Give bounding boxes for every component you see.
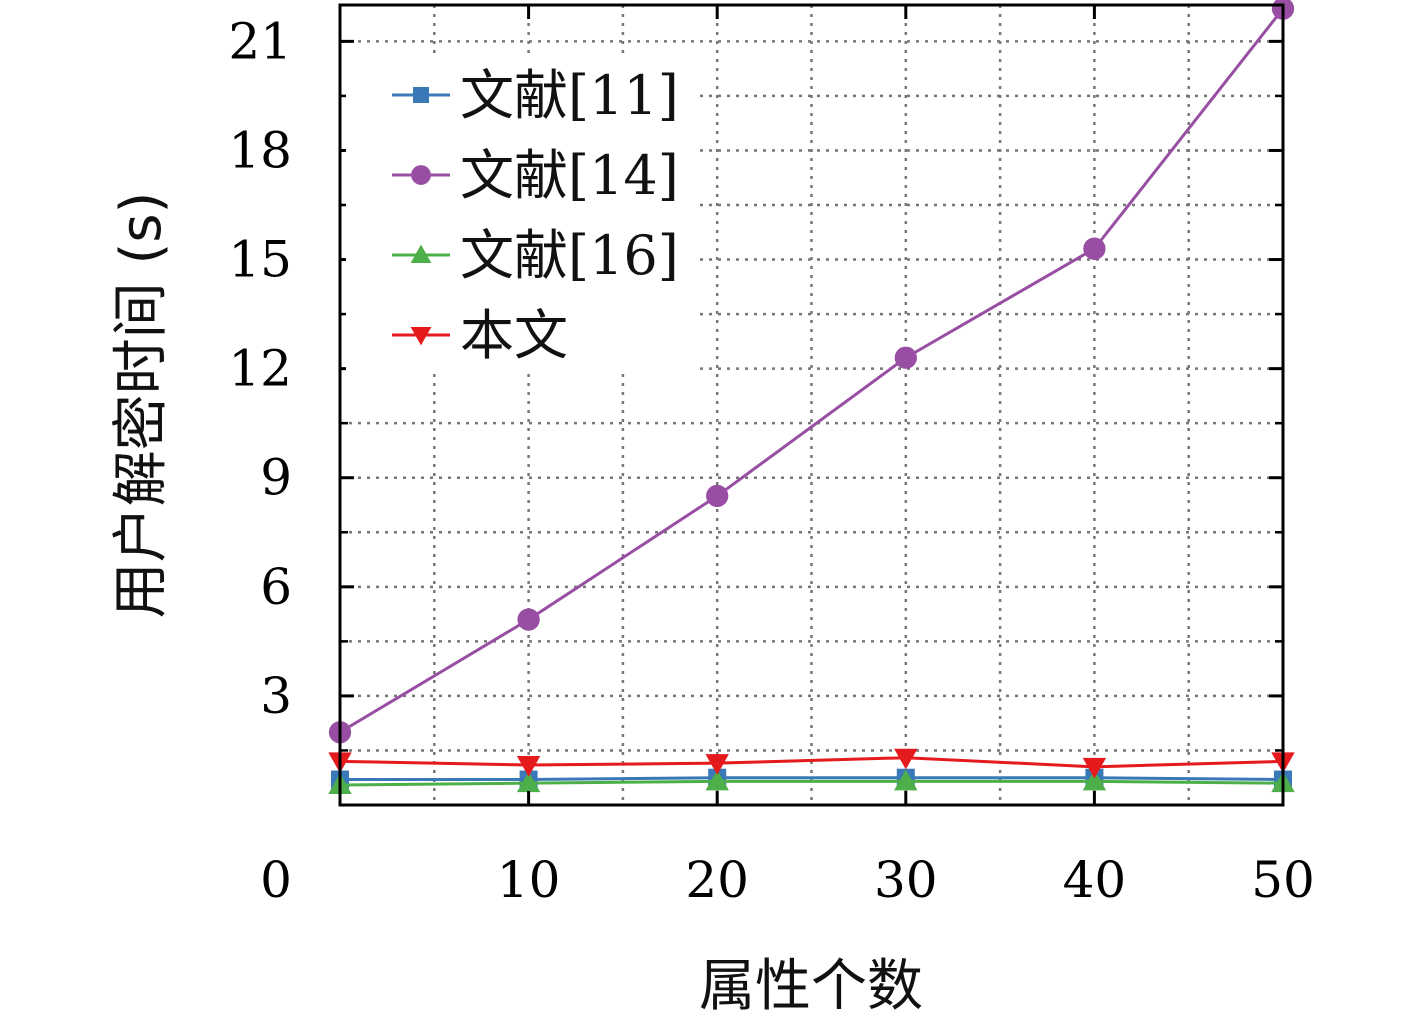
x-tick-label: 50 <box>1251 851 1315 909</box>
series-2 <box>328 0 1295 744</box>
legend-label: 本文 <box>460 304 568 367</box>
legend-entry: 文献[16] <box>392 224 679 287</box>
x-tick-label: 30 <box>874 851 938 909</box>
data-point <box>894 346 917 369</box>
series-line <box>339 7 1285 734</box>
y-axis-label: 用户解密时间 (s) <box>109 192 174 619</box>
data-point <box>1082 769 1107 791</box>
data-point <box>1083 237 1106 260</box>
data-point <box>706 484 729 508</box>
grid <box>340 5 1283 805</box>
legend-label: 文献[11] <box>460 64 679 127</box>
data-point <box>1082 757 1107 779</box>
legend-entry: 文献[14] <box>392 144 679 207</box>
legend-marker <box>410 244 432 263</box>
legend-label: 文献[16] <box>460 224 679 287</box>
series-line <box>340 776 1284 782</box>
series-line <box>339 756 1284 769</box>
x-tick-label: 20 <box>685 851 749 909</box>
x-tick-label: 0 <box>260 851 292 909</box>
x-tick-label: 10 <box>497 851 561 909</box>
y-tick-label: 6 <box>260 558 292 616</box>
legend-marker <box>411 165 431 185</box>
x-tick-label: 40 <box>1063 851 1127 909</box>
legend-entry: 文献[11] <box>392 64 679 127</box>
y-tick-label: 9 <box>260 449 292 507</box>
plot-frame <box>338 3 1285 807</box>
y-tick-label: 3 <box>260 667 292 725</box>
data-point <box>517 608 540 631</box>
series-line <box>339 779 1284 787</box>
legend-entry: 本文 <box>392 304 568 367</box>
data-point <box>516 756 541 777</box>
x-axis-label: 属性个数 <box>699 954 923 1017</box>
data-point <box>516 771 541 793</box>
data-point <box>894 748 918 770</box>
y-tick-label: 21 <box>228 12 292 70</box>
data-point <box>705 769 729 791</box>
legend: 文献[11] 文献[14] 文献[16] 本文 <box>346 55 696 373</box>
ticks-layer: 3 6 9 12 15 18 21 0 10 20 30 40 50 <box>228 5 1315 909</box>
series-3 <box>328 769 1295 794</box>
legend-label: 文献[14] <box>460 144 679 207</box>
data-point <box>705 754 729 775</box>
y-tick-label: 18 <box>228 121 292 179</box>
y-tick-label: 15 <box>228 231 292 289</box>
legend-marker <box>413 87 429 103</box>
y-tick-label: 12 <box>228 340 292 398</box>
legend-background <box>346 55 696 373</box>
data-point <box>894 769 918 791</box>
legend-marker <box>410 327 432 346</box>
